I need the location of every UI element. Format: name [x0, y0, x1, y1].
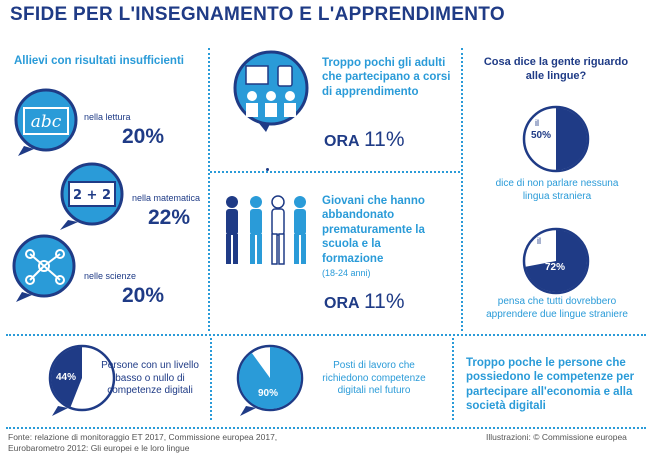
reading-value: 20%	[122, 125, 165, 148]
pie-digital-skills	[48, 344, 116, 416]
math-icon: 2 + 2	[60, 162, 124, 230]
footer-source-line-1: Fonte: relazione di monitoraggio ET 2017…	[8, 432, 278, 442]
footer-source-line-2: Eurobarometro 2012: Gli europei e le lor…	[8, 443, 190, 454]
divider-bottom-right	[452, 338, 454, 420]
youth-ora: ORA 11%	[324, 290, 405, 314]
reading-label: nella lettura	[84, 112, 131, 122]
adults-ora: ORA 11%	[324, 128, 405, 152]
classroom-bubble	[228, 50, 314, 132]
footer-source: Fonte: relazione di monitoraggio ET 2017…	[8, 432, 277, 454]
pie-jobs-digital	[236, 344, 304, 416]
languages-pie-1: il 50%	[521, 104, 591, 174]
divider-bottom	[6, 334, 646, 336]
languages-pie-2: il 72%	[521, 226, 591, 296]
divider-middle	[210, 171, 460, 173]
adults-ora-value: 11%	[364, 128, 405, 151]
pie-slice	[239, 347, 302, 409]
pie-two-languages	[522, 227, 590, 295]
math-bubble: 2 + 2	[54, 160, 130, 232]
pie-2-prefix: il	[537, 236, 541, 246]
youth-age: (18-24 anni)	[322, 268, 371, 278]
languages-heading: Cosa dice la gente riguardo alle lingue?	[483, 56, 629, 82]
jobs-value: 90%	[258, 388, 279, 399]
digital-value: 44%	[56, 372, 77, 383]
pie-2-caption: pensa che tutti dovrebbero apprendere du…	[486, 296, 628, 320]
youth-ora-value: 11%	[364, 290, 405, 313]
walking-people-icon	[226, 195, 306, 265]
pie-no-foreign-language	[522, 105, 590, 173]
digital-skills-pie: 44%	[44, 342, 120, 418]
digital-caption: Persone con un livello basso o nullo di …	[101, 360, 199, 396]
adults-ora-label: ORA	[324, 133, 360, 150]
footer-credits: Illustrazioni: © Commissione europea	[486, 432, 627, 442]
divider-footer	[6, 427, 646, 429]
divider-left	[208, 48, 210, 331]
youth-ora-label: ORA	[324, 295, 360, 312]
pie-1-caption: dice di non parlare nessuna lingua stran…	[495, 178, 619, 202]
abc-icon-text: abc	[31, 112, 62, 132]
math-value: 22%	[148, 206, 191, 229]
abc-icon: abc	[14, 88, 78, 156]
jobs-caption: Posti di lavoro che richiedono competenz…	[322, 360, 426, 396]
pie-slice	[556, 108, 587, 170]
molecule-icon	[12, 234, 76, 302]
science-label: nelle scienze	[84, 271, 137, 281]
students-heading: Allievi con risultati insufficienti	[14, 55, 184, 67]
pie-1-value: 50%	[531, 130, 552, 141]
math-label: nella matematica	[132, 193, 201, 203]
page-title: SFIDE PER L'INSEGNAMENTO E L'APPRENDIMEN…	[10, 4, 505, 25]
dot-marker	[266, 168, 269, 171]
adults-heading: Troppo pochi gli adulti che partecipano …	[322, 57, 451, 98]
few-people-text: Troppo poche le persone che possiedono l…	[466, 357, 635, 413]
divider-bottom-left	[210, 338, 212, 420]
science-bubble	[8, 232, 80, 304]
pie-slice	[525, 230, 588, 292]
jobs-pie: 90%	[232, 342, 308, 418]
classroom-icon	[233, 50, 309, 132]
pie-2-value: 72%	[545, 262, 566, 273]
math-icon-text: 2 + 2	[73, 188, 111, 203]
divider-right	[461, 48, 463, 331]
youth-heading: Giovani che hanno abbandonato prematuram…	[322, 195, 425, 265]
reading-bubble: abc	[10, 86, 82, 158]
pie-1-prefix: il	[535, 118, 539, 128]
science-value: 20%	[122, 284, 165, 307]
youth-figures	[218, 192, 318, 270]
pie-slice	[51, 347, 82, 407]
